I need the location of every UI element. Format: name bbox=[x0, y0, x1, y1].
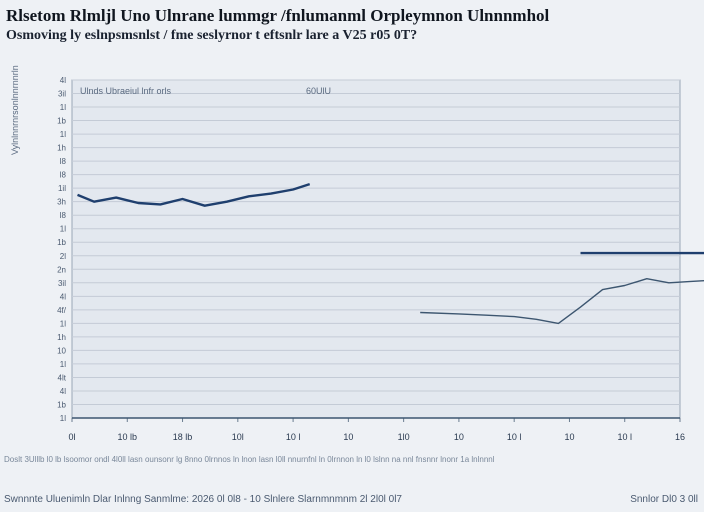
y-tick-label: 3il bbox=[58, 279, 66, 288]
y-tick-label: 1l bbox=[60, 414, 66, 423]
x-tick-label: 10l bbox=[232, 432, 244, 442]
y-tick-label: 1l bbox=[60, 130, 66, 139]
x-tick-label: 10 l bbox=[507, 432, 522, 442]
y-tick-label: 2l bbox=[60, 252, 66, 261]
y-tick-label: 1h bbox=[57, 144, 66, 153]
y-tick-label: 4f/ bbox=[57, 306, 67, 315]
footnote: Doslt 3Ulllb l0 lb lsoomor ondl 4l0ll la… bbox=[4, 455, 495, 464]
x-tick-label: 10 bbox=[343, 432, 353, 442]
y-tick-label: 1l bbox=[60, 360, 66, 369]
chart-subtitle: Osmoving ly eslnpsmsnlst / fme seslyrnor… bbox=[6, 28, 418, 43]
series-line bbox=[420, 278, 704, 325]
y-tick-label: 1l bbox=[60, 225, 66, 234]
source-note: Swnnnte Uluenimln Dlar Inlnng Sanmlme: 2… bbox=[4, 494, 402, 505]
y-tick-label: 1b bbox=[57, 238, 66, 247]
y-tick-label: 4l bbox=[60, 292, 66, 301]
x-tick-label: 10 l bbox=[617, 432, 632, 442]
y-tick-label: 1b bbox=[57, 400, 66, 409]
y-tick-label: 10 bbox=[57, 346, 66, 355]
plot-area bbox=[71, 79, 681, 419]
y-tick-label: 1h bbox=[57, 333, 66, 342]
y-tick-label: 4l bbox=[60, 76, 66, 85]
x-tick-label: 1l0 bbox=[398, 432, 410, 442]
x-tick-label: 10 bbox=[564, 432, 574, 442]
x-tick-label: 10 lb bbox=[118, 432, 138, 442]
chart-title: Rlsetom Rlmljl Uno Ulnrane lummgr /fnlum… bbox=[6, 6, 550, 25]
y-tick-label: 4lt bbox=[58, 373, 67, 382]
x-tick-label: 10 l bbox=[286, 432, 301, 442]
y-tick-label: l8 bbox=[60, 157, 67, 166]
y-tick-label: 1il bbox=[58, 184, 66, 193]
x-tick-label: 16 bbox=[675, 432, 685, 442]
y-tick-label: 1b bbox=[57, 117, 66, 126]
y-tick-label: 2n bbox=[57, 265, 66, 274]
x-tick-label: 18 lb bbox=[173, 432, 193, 442]
y-tick-label: 4l bbox=[60, 387, 66, 396]
y-tick-label: 3h bbox=[57, 198, 66, 207]
y-tick-label: 3il bbox=[58, 90, 66, 99]
y-tick-label: l8 bbox=[60, 211, 67, 220]
credit-note: Snnlor Dl0 3 0ll bbox=[630, 494, 698, 505]
series-line bbox=[77, 182, 311, 207]
y-tick-label: 1l bbox=[60, 319, 66, 328]
y-tick-label: l8 bbox=[60, 171, 67, 180]
x-tick-label: 0l bbox=[68, 432, 75, 442]
legend-label: 60UlU bbox=[306, 86, 331, 96]
legend-label: Ulnds Ubraeiul lnfr orls bbox=[80, 86, 172, 96]
y-tick-label: 1l bbox=[60, 103, 66, 112]
x-tick-label: 10 bbox=[454, 432, 464, 442]
